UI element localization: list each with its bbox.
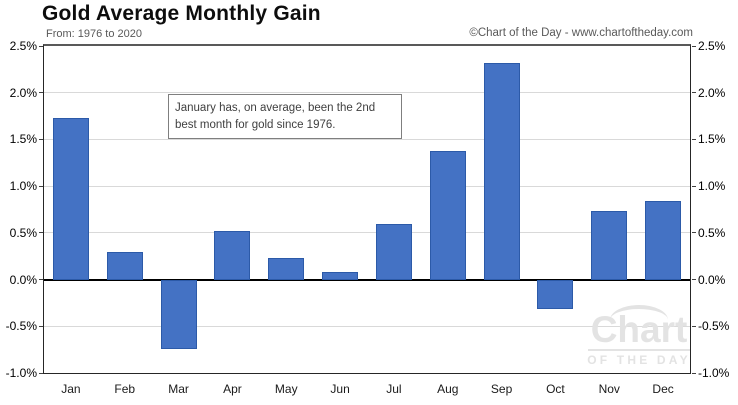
y-axis-label-right: -0.5%	[698, 319, 730, 334]
gridline	[44, 138, 690, 140]
y-axis-label-right: 2.0%	[698, 85, 726, 100]
y-axis-label-right: 2.5%	[698, 39, 726, 53]
y-axis-tick-left	[39, 372, 43, 374]
bar-apr	[214, 230, 251, 280]
x-axis-label-mar: Mar	[168, 382, 189, 396]
x-axis-label-nov: Nov	[598, 382, 620, 396]
bar-jan	[52, 117, 89, 280]
y-axis-label-right: 1.0%	[698, 179, 726, 194]
chart-subtitle: From: 1976 to 2020	[46, 28, 143, 40]
bar-dec	[645, 201, 682, 280]
y-axis-tick-left	[39, 185, 43, 187]
y-axis-tick-right	[692, 45, 696, 47]
y-axis-tick-right	[692, 279, 696, 281]
y-axis-label-left: -0.5%	[5, 319, 37, 334]
y-axis-tick-right	[692, 232, 696, 234]
y-axis-tick-left	[39, 138, 43, 140]
gridline	[44, 325, 690, 327]
bar-feb	[106, 251, 143, 280]
gridline	[44, 232, 690, 234]
annotation-box: January has, on average, been the 2nd be…	[168, 94, 402, 140]
y-axis-label-left: 0.0%	[9, 272, 37, 287]
y-axis-tick-right	[692, 372, 696, 374]
x-axis-label-apr: Apr	[223, 382, 242, 396]
y-axis-tick-left	[39, 279, 43, 281]
y-axis-tick-left	[39, 232, 43, 234]
gridline	[44, 185, 690, 187]
y-axis-label-left: -1.0%	[5, 366, 37, 380]
y-axis-tick-right	[692, 325, 696, 327]
bar-jul	[375, 224, 412, 280]
x-axis-label-may: May	[274, 382, 298, 396]
y-axis-tick-left	[39, 45, 43, 47]
x-axis-label-jul: Jul	[386, 382, 402, 396]
x-axis-label-jan: Jan	[61, 382, 81, 396]
y-axis-label-left: 2.5%	[9, 39, 37, 53]
page-title: Gold Average Monthly Gain	[42, 2, 321, 25]
y-axis-label-left: 1.0%	[9, 179, 37, 194]
y-axis-label-right: 0.5%	[698, 225, 726, 240]
bar-oct	[537, 279, 574, 309]
annotation-text: January has, on average, been the 2nd be…	[175, 102, 376, 131]
y-axis-tick-right	[692, 138, 696, 140]
x-axis-label-dec: Dec	[652, 382, 674, 396]
bar-jun	[322, 272, 359, 280]
y-axis-label-left: 2.0%	[9, 85, 37, 100]
y-axis-tick-left	[39, 92, 43, 94]
x-axis-label-feb: Feb	[114, 382, 136, 396]
y-axis-tick-left	[39, 325, 43, 327]
bar-nov	[591, 211, 628, 280]
x-axis-label-sep: Sep	[490, 382, 513, 396]
bar-may	[268, 258, 305, 280]
x-axis-label-oct: Oct	[546, 382, 565, 396]
y-axis-tick-right	[692, 92, 696, 94]
y-axis-tick-right	[692, 185, 696, 187]
bar-aug	[429, 150, 466, 280]
x-axis-label-jun: Jun	[330, 382, 350, 396]
y-axis-label-left: 0.5%	[9, 225, 37, 240]
copyright-text: ©Chart of the Day - www.chartoftheday.co…	[469, 27, 693, 39]
bar-sep	[483, 62, 520, 280]
gridline	[44, 92, 690, 94]
y-axis-label-right: 0.0%	[698, 272, 726, 287]
y-axis-label-right: 1.5%	[698, 132, 726, 147]
y-axis-label-left: 1.5%	[9, 132, 37, 147]
zero-baseline	[44, 278, 690, 281]
bar-mar	[160, 279, 197, 349]
y-axis-label-right: -1.0%	[698, 366, 730, 380]
x-axis-label-aug: Aug	[437, 382, 459, 396]
